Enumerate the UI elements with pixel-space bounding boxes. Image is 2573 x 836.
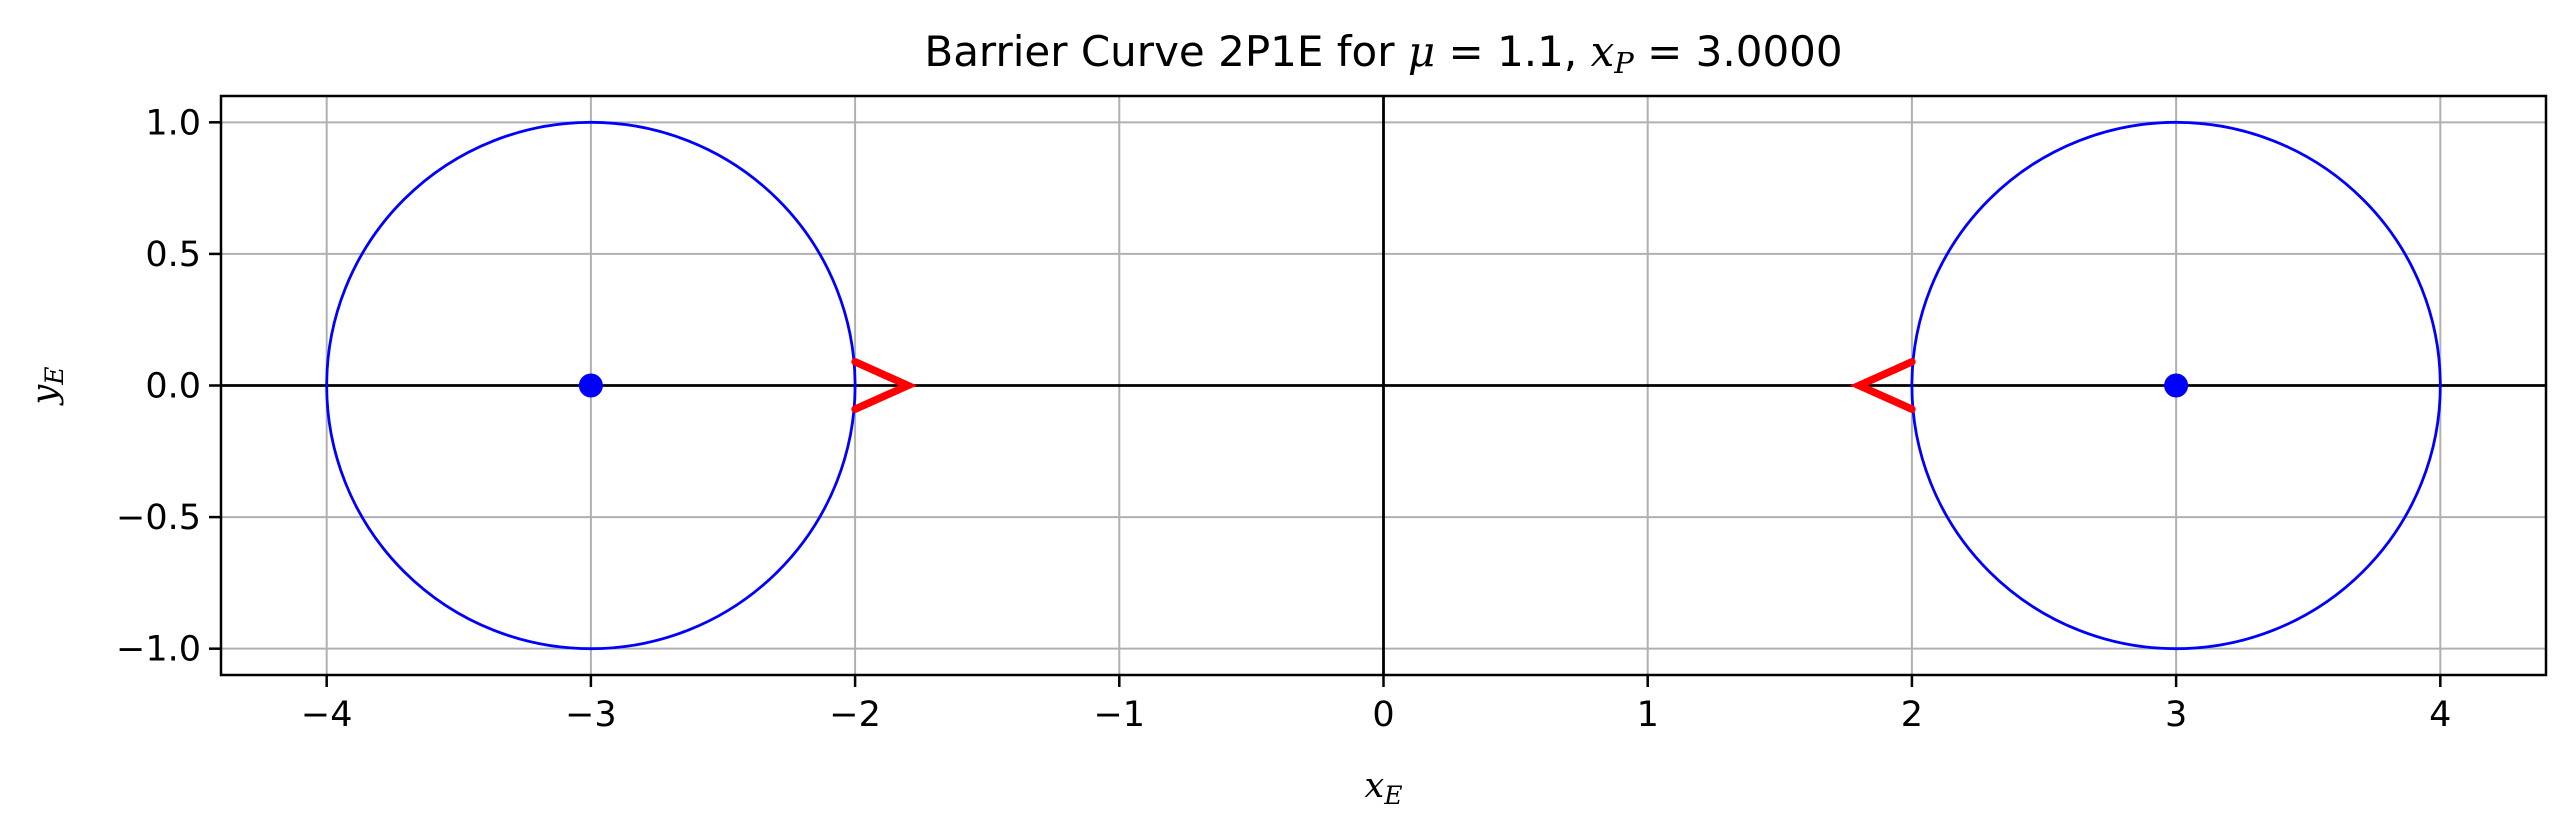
series [325,120,2442,651]
arrow-marker-0 [851,358,918,413]
x-tick-label-1: −3 [565,695,617,735]
y-axis-label: yE [25,366,69,406]
chart-title: Barrier Curve 2P1E for μ = 1.1, xP = 3.0… [924,27,1842,80]
title-xp-subscript: P [1613,46,1634,80]
ticks: −4 −3 −2 −1 0 1 2 3 4 1.0 0.5 0.0 −0.5 −1.0 [116,103,2451,735]
x-tick-label-6: 2 [1901,695,1923,735]
y-tick-label-0: 1.0 [145,103,201,143]
x-tick-label-0: −4 [301,695,353,735]
x-tick-label-8: 4 [2429,695,2451,735]
title-mu-symbol: μ [1408,27,1435,76]
y-axis-label-subscript: E [40,366,69,385]
x-tick-label-7: 3 [2165,695,2187,735]
x-axis-label: xE [1365,766,1403,810]
x-axis-label-subscript: E [1383,781,1402,810]
title-mu-value: = 1.1, [1435,27,1590,76]
x-axis-label-variable: x [1365,766,1385,806]
y-tick-label-1: 0.5 [145,235,201,275]
x-tick-label-2: −2 [829,695,881,735]
y-tick-label-2: 0.0 [145,367,201,407]
y-tick-label-3: −0.5 [116,498,201,538]
arrow-marker-1 [1849,358,1916,413]
center-point-0 [578,373,603,398]
title-xp-value: = 3.0000 [1634,27,1843,76]
barrier-circle-1 [1910,120,2442,651]
x-tick-label-3: −1 [1093,695,1145,735]
reference-lines [221,96,2546,675]
y-axis-label-variable: y [25,384,65,407]
y-tick-label-4: −1.0 [116,630,201,670]
title-prefix: Barrier Curve 2P1E for [924,27,1408,76]
x-tick-label-4: 0 [1372,695,1394,735]
x-tick-label-5: 1 [1637,695,1659,735]
center-point-1 [2164,373,2189,398]
barrier-circle-0 [325,120,857,651]
title-xp-variable: x [1591,27,1615,76]
